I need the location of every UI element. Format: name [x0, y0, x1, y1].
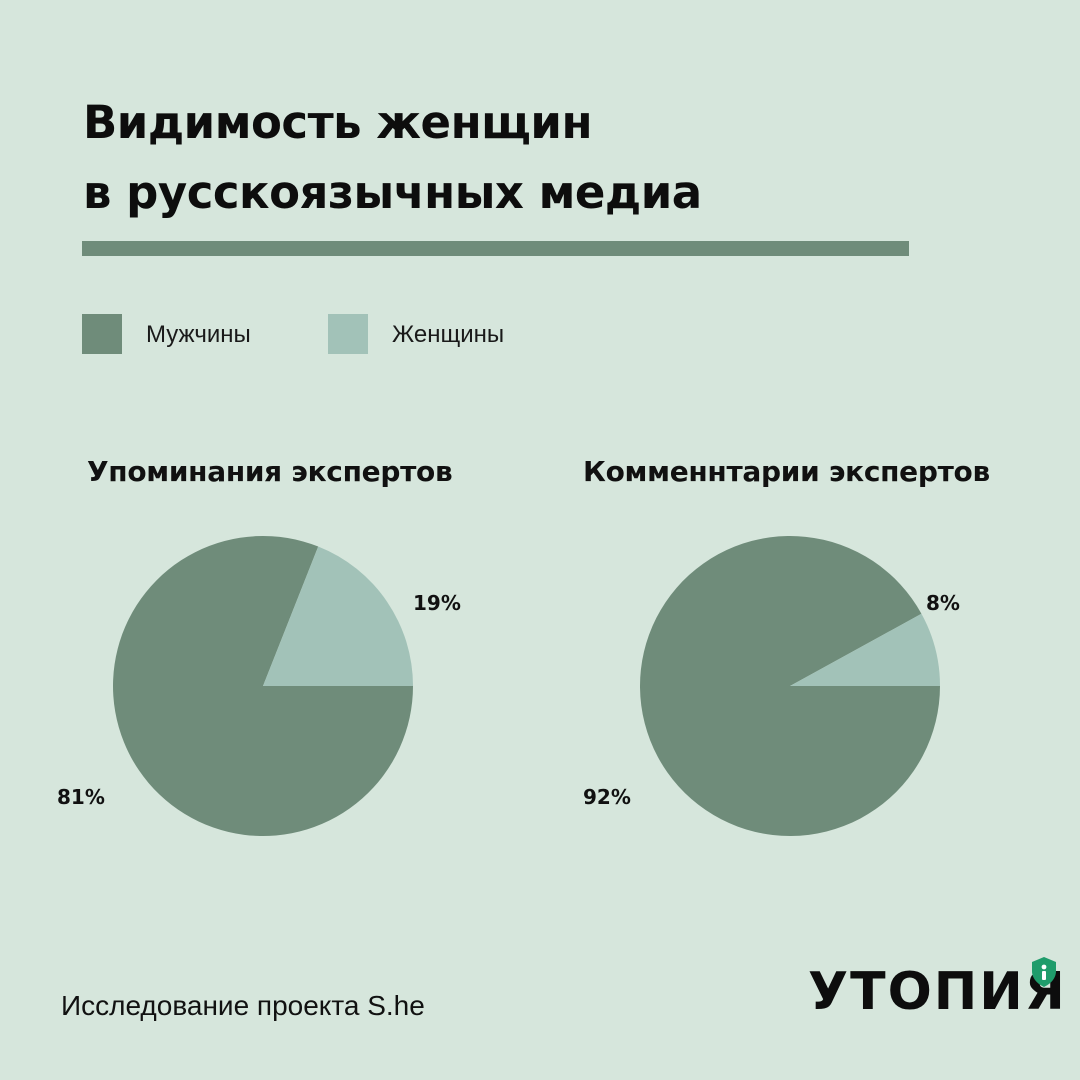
- pie-chart-mentions: 81% 19%: [57, 536, 461, 836]
- shield-icon: [1032, 957, 1056, 987]
- mentions-slice-women: [263, 546, 413, 686]
- brand-logo: УТОПИЯ: [808, 962, 1067, 1022]
- comments-label-men: 92%: [583, 785, 631, 809]
- legend-swatch-men: [82, 314, 122, 354]
- chart-title-comments: Комменнтарии экспертов: [583, 455, 990, 488]
- comments-slice-women: [790, 613, 940, 686]
- source-note: Исследование проекта S.he: [61, 990, 425, 1021]
- comments-slice-men: [640, 535, 940, 836]
- pie-chart-comments: 92% 8%: [583, 535, 960, 836]
- title-divider: [82, 241, 909, 256]
- legend-label-women: Женщины: [392, 321, 505, 348]
- title-line-2: в русскоязычных медиа: [83, 166, 702, 219]
- mentions-label-women: 19%: [413, 591, 461, 615]
- title-line-1: Видимость женщин: [83, 96, 593, 149]
- legend-label-men: Мужчины: [146, 321, 251, 348]
- page-title: Видимость женщин в русскоязычных медиа: [83, 88, 702, 228]
- legend-swatch-women: [328, 314, 368, 354]
- chart-title-mentions: Упоминания экспертов: [87, 455, 453, 488]
- comments-label-women: 8%: [926, 591, 960, 615]
- mentions-label-men: 81%: [57, 785, 105, 809]
